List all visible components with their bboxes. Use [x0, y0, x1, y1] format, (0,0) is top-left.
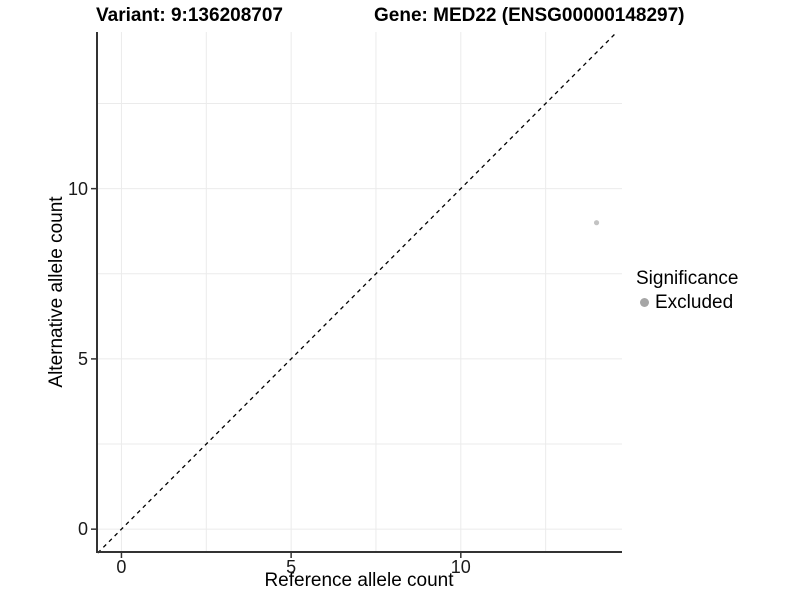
identity-line [97, 31, 618, 554]
x-axis-title: Reference allele count [264, 570, 454, 591]
plot-title-variant: Variant: 9:136208707 [96, 5, 283, 26]
legend: Significance Excluded [636, 267, 738, 314]
legend-title: Significance [636, 268, 739, 289]
x-tick-label: 0 [116, 557, 127, 577]
x-tick-label: 10 [450, 557, 471, 577]
y-tick-label: 0 [77, 519, 88, 540]
legend-item-excluded: Excluded [636, 291, 738, 314]
plot-title-gene: Gene: MED22 (ENSG00000148297) [374, 5, 685, 26]
y-tick-label: 10 [67, 178, 88, 199]
x-tick-label: 5 [286, 557, 297, 577]
data-point [593, 220, 600, 226]
legend-point-swatch-icon [640, 298, 649, 307]
legend-item-label: Excluded [655, 292, 734, 313]
y-tick-label: 5 [77, 348, 88, 369]
